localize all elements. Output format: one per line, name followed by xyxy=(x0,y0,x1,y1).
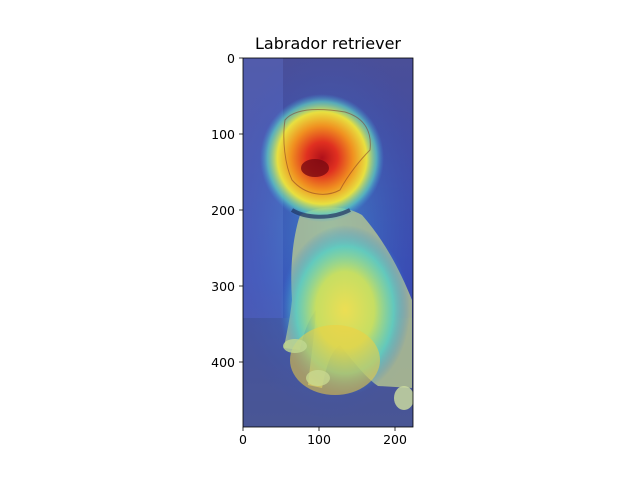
y-tick-label: 300 xyxy=(211,279,235,294)
x-tick-label: 0 xyxy=(239,432,247,447)
chart-title: Labrador retriever xyxy=(255,34,401,53)
y-tick-label: 200 xyxy=(211,203,235,218)
x-tick-label: 200 xyxy=(383,432,407,447)
y-tick-label: 0 xyxy=(227,51,235,66)
x-tick-label: 100 xyxy=(307,432,331,447)
heatmap-image xyxy=(243,58,413,427)
x-axis: 0 100 200 xyxy=(239,427,407,447)
y-tick-label: 100 xyxy=(211,127,235,142)
mouth xyxy=(301,159,329,177)
y-tick-label: 400 xyxy=(211,355,235,370)
axes-frame xyxy=(242,57,414,428)
y-axis: 0 100 200 300 400 xyxy=(211,51,243,370)
